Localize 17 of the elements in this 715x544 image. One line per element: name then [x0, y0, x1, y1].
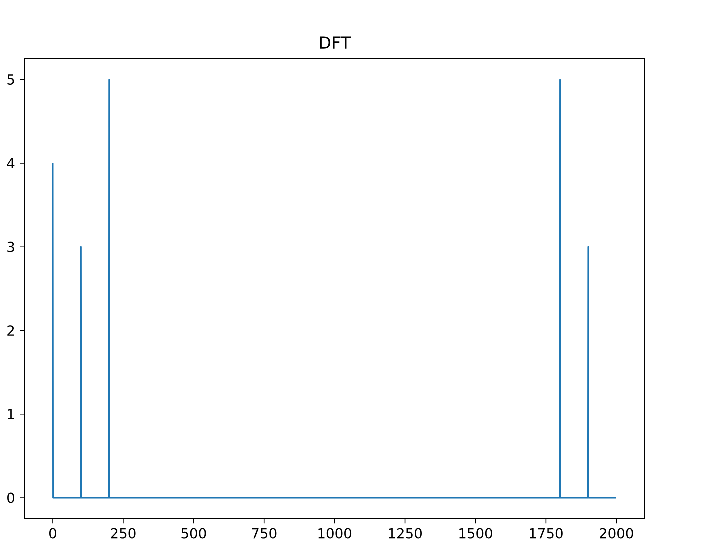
- x-tick-label: 1000: [318, 528, 352, 539]
- line-series: [52, 79, 618, 499]
- x-tick-label: 0: [50, 528, 56, 539]
- y-tick-label: 0: [8, 492, 15, 504]
- x-tick-label: 1500: [460, 528, 492, 539]
- x-tick-label: 2000: [600, 528, 634, 539]
- y-tick-label: 2: [8, 326, 14, 336]
- x-tick-label: 250: [111, 528, 136, 539]
- y-tick-label: 1: [8, 409, 14, 420]
- x-tick-label: 750: [252, 528, 277, 539]
- x-tick-label: 500: [182, 528, 206, 539]
- y-tick-label: 4: [7, 158, 15, 169]
- chart-title: DFT: [320, 36, 352, 49]
- x-tick-label: 1750: [530, 528, 563, 539]
- x-tick-label: 1250: [389, 528, 422, 539]
- y-tick-label: 5: [8, 74, 14, 85]
- y-tick-label: 3: [8, 242, 14, 252]
